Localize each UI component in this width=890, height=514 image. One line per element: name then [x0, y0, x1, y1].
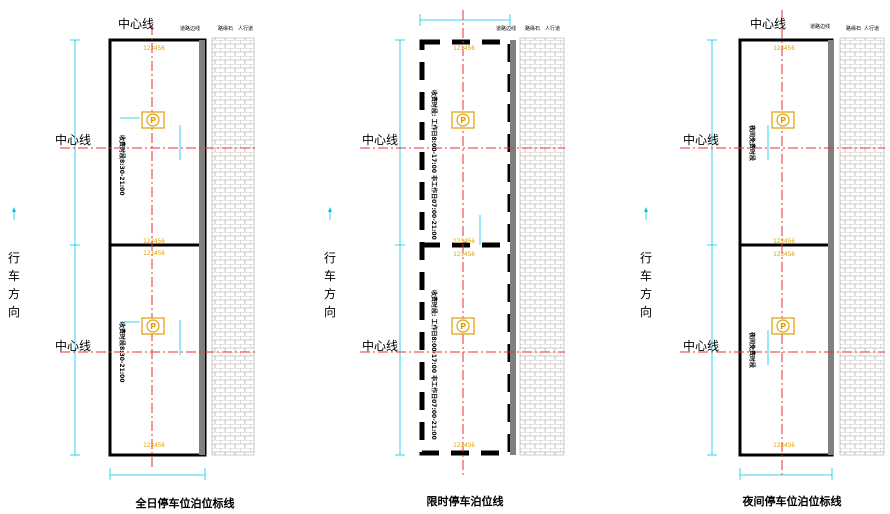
- direction-label: 车: [8, 268, 20, 283]
- svg-text:P: P: [780, 116, 786, 125]
- center-line-label: 中心线: [55, 132, 91, 147]
- sidewalk-label: 人行道: [238, 25, 253, 32]
- panel-caption: 夜间停车位泊位标线: [742, 494, 842, 508]
- direction-label: 车: [324, 268, 336, 283]
- curb-label: 路缘石: [525, 25, 540, 32]
- road-edge-label: 道路边线: [180, 25, 200, 32]
- sidewalk-bricks: [839, 37, 885, 456]
- center-line-label: 中心线: [118, 16, 154, 31]
- fee-time-text: 收费时段: 工作日8:00-17:00 非工作日07:00-21:00: [430, 90, 438, 240]
- sidewalk-bricks: [519, 37, 565, 456]
- curb-strip: [828, 40, 834, 455]
- direction-label: 方: [8, 286, 20, 301]
- stall-number: 123456: [453, 238, 475, 245]
- center-line-label: 中心线: [362, 338, 398, 353]
- sidewalk-label: 人行道: [545, 25, 560, 32]
- svg-text:P: P: [460, 116, 466, 125]
- stall-number: 123456: [143, 250, 165, 257]
- parking-logo-icon: P: [771, 317, 795, 335]
- direction-label: 方: [640, 286, 652, 301]
- center-line-label: 中心线: [683, 338, 719, 353]
- curb-strip: [199, 40, 205, 455]
- direction-label: 行: [640, 251, 652, 265]
- stall-number: 123456: [143, 45, 165, 52]
- free-time-text: 夜间免费时段: [748, 124, 756, 161]
- direction-label: 车: [640, 268, 652, 283]
- fee-time-text: 收费时段8:30-21:00: [118, 135, 126, 196]
- center-line-label: 中心线: [750, 16, 786, 31]
- panel-caption: 限时停车泊位线: [427, 494, 504, 508]
- parking-box: [738, 38, 834, 457]
- road-edge-label: 道路边线: [496, 25, 516, 32]
- curb-label: 路缘石: [846, 25, 861, 32]
- curb-label: 路缘石: [218, 25, 233, 32]
- parking-logo-icon: P: [451, 317, 475, 335]
- svg-text:P: P: [460, 322, 466, 331]
- fee-time-text: 收费时段8:30-21:00: [118, 322, 126, 383]
- direction-label: 行: [324, 251, 336, 265]
- svg-text:P: P: [150, 322, 156, 331]
- parking-box: [108, 38, 207, 457]
- parking-logo-icon: P: [141, 317, 165, 335]
- curb-strip: [510, 40, 516, 455]
- svg-text:P: P: [150, 116, 156, 125]
- road-edge-label: 道路边线: [810, 23, 830, 30]
- fee-time-text: 收费时段: 工作日8:00-17:00 非工作日07:00-21:00: [430, 290, 438, 440]
- free-time-text: 夜间免费时段: [748, 331, 756, 368]
- stall-number: 123456: [773, 45, 795, 52]
- panel-full-day: P P 123456 123456 123456 123456 收费时段8:30…: [8, 16, 255, 510]
- parking-logo-icon: P: [771, 111, 795, 129]
- svg-text:P: P: [780, 322, 786, 331]
- panel-caption: 全日停车位泊位标线: [135, 496, 235, 510]
- center-line-label: 中心线: [362, 132, 398, 147]
- stall-number: 123456: [143, 442, 165, 449]
- stall-number: 123456: [773, 238, 795, 245]
- stall-number: 123456: [143, 238, 165, 245]
- stall-number: 123456: [453, 442, 475, 449]
- stall-number: 123456: [453, 251, 475, 258]
- panel-night: P P 123456 123456 123456 123456 夜间免费时段 夜…: [640, 10, 885, 508]
- direction-label: 行: [8, 251, 20, 265]
- sidewalk-label: 人行道: [864, 25, 879, 32]
- center-line-label: 中心线: [55, 338, 91, 353]
- parking-logo-icon: P: [141, 111, 165, 129]
- stall-number: 123456: [453, 45, 475, 52]
- direction-label: 向: [640, 304, 652, 319]
- sidewalk-bricks: [211, 37, 255, 456]
- panel-time-limited: P P 123456 123456 123456 123456 收费时段: 工作…: [324, 10, 565, 508]
- center-line-label: 中心线: [683, 132, 719, 147]
- direction-label: 向: [8, 304, 20, 319]
- stall-number: 123456: [773, 251, 795, 258]
- parking-logo-icon: P: [451, 111, 475, 129]
- direction-label: 方: [324, 286, 336, 301]
- direction-label: 向: [324, 304, 336, 319]
- stall-number: 123456: [773, 442, 795, 449]
